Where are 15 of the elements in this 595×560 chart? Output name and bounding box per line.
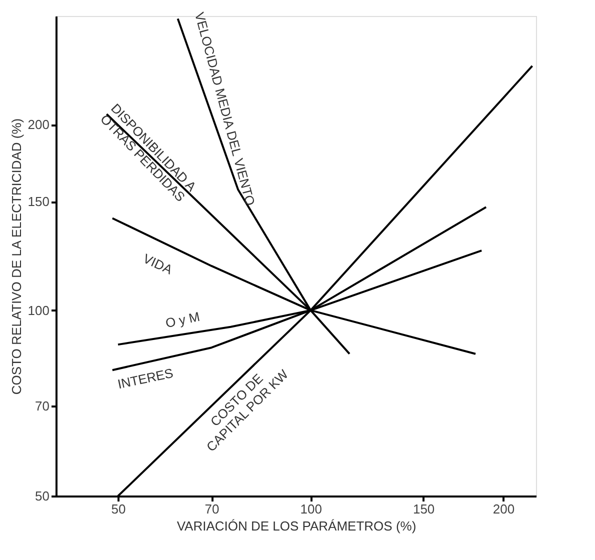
y-tick-label: 200 <box>28 117 50 132</box>
text: VIDA <box>140 250 176 278</box>
y-tick-label: 100 <box>28 302 50 318</box>
x-axis-title: VARIACIÓN DE LOS PARÁMETROS (%) <box>176 518 416 534</box>
x-tick-label: 100 <box>300 502 322 516</box>
y-axis-title: COSTO RELATIVO DE LA ELECTRICIDAD (%) <box>8 118 24 395</box>
y-tick-label: 150 <box>28 194 50 210</box>
x-tick-label: 70 <box>204 502 220 516</box>
text: INTERES <box>116 365 175 392</box>
y-tick-label: 50 <box>35 488 50 504</box>
x-tick-label: 200 <box>492 502 515 516</box>
x-tick-label: 50 <box>111 502 126 516</box>
y-tick-label: 70 <box>35 398 50 414</box>
text: O y M <box>164 308 202 331</box>
x-tick-label: 150 <box>412 502 435 516</box>
